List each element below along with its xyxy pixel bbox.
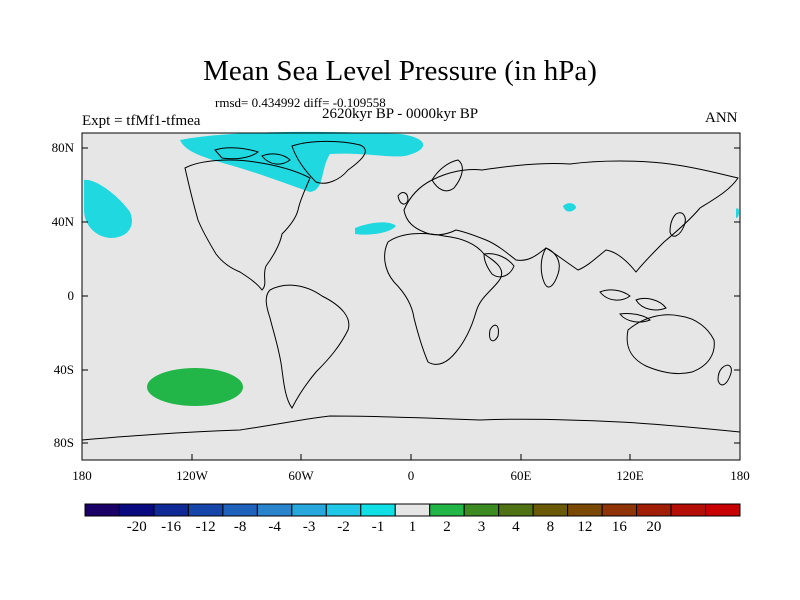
colorbar-label: 16 <box>611 519 627 535</box>
colorbar-swatch <box>498 503 534 517</box>
colorbar-swatch <box>325 503 362 517</box>
colorbar-swatch <box>705 503 741 517</box>
colorbar <box>84 503 741 517</box>
lon-label-120w: 120W <box>176 468 208 483</box>
colorbar-swatch <box>394 503 431 517</box>
lon-label-180e: 180 <box>730 468 750 483</box>
colorbar-swatch <box>360 503 396 517</box>
colorbar-swatch <box>256 503 293 517</box>
anomaly-patch-south-pacific <box>147 368 243 406</box>
colorbar-swatch <box>463 503 500 517</box>
colorbar-swatch <box>636 503 672 517</box>
map-title: Mean Sea Level Pressure (in hPa) <box>203 55 597 87</box>
period-label: 2620kyr BP - 0000kyr BP <box>322 106 479 122</box>
statistics-line: rmsd= 0.434992 diff= -0.109558 <box>215 95 386 110</box>
lat-label-80s: 80S <box>53 435 74 450</box>
anomaly-patch-east-edge <box>736 208 739 218</box>
coastline-antarctica <box>81 415 741 441</box>
lon-label-180w: 180 <box>72 468 92 483</box>
colorbar-label: -12 <box>195 519 216 535</box>
anomaly-patch-north-atlantic <box>355 222 396 235</box>
colorbar-label: 12 <box>577 519 593 535</box>
lon-label-60e: 60E <box>510 468 532 483</box>
coastline-british-isles <box>397 192 409 205</box>
coastline-scandinavia <box>431 159 463 192</box>
colorbar-label: 8 <box>546 519 555 535</box>
colorbar-label: -1 <box>371 519 385 535</box>
colorbar-label: -2 <box>337 519 350 535</box>
anomaly-patch-north-pacific <box>84 179 132 238</box>
experiment-label: Expt = tfMf1-tfmea <box>82 113 201 129</box>
colorbar-label: 2 <box>443 519 451 535</box>
colorbar-label: -8 <box>233 519 247 535</box>
coastline-madagascar <box>489 324 499 342</box>
colorbar-label: -16 <box>161 519 182 535</box>
lat-tick-marks <box>82 147 740 444</box>
anomaly-patch-asia <box>563 203 576 212</box>
coastline-se-asia-islands <box>599 289 667 323</box>
lon-label-60w: 60W <box>288 468 314 483</box>
colorbar-swatch <box>567 503 603 517</box>
colorbar-label: 3 <box>477 519 486 535</box>
colorbar-label: 1 <box>408 519 417 535</box>
coastline-north-america <box>184 159 311 291</box>
coastline-new-zealand <box>717 364 732 386</box>
colorbar-label: -4 <box>268 519 281 535</box>
colorbar-swatch <box>222 503 258 517</box>
lon-label-120e: 120E <box>616 468 644 483</box>
anomaly-patches <box>84 131 739 406</box>
coastline-australia <box>626 314 715 375</box>
lon-tick-marks <box>81 454 741 460</box>
coastline-greenland <box>291 140 366 184</box>
coastline-india <box>540 247 560 288</box>
season-label: ANN <box>705 110 738 126</box>
colorbar-label: 20 <box>646 519 662 535</box>
colorbar-swatch <box>84 503 120 517</box>
colorbar-swatch <box>532 503 569 517</box>
colorbar-swatch <box>601 503 638 517</box>
coastline-south-america <box>265 284 350 409</box>
coastline-japan <box>669 212 686 237</box>
coastline-eurasia <box>403 160 739 273</box>
lat-label-0: 0 <box>67 288 75 303</box>
lon-label-0: 0 <box>407 468 415 483</box>
lat-label-40n: 40N <box>51 214 74 229</box>
colorbar-label: 4 <box>512 519 520 535</box>
coastline-arctic-islands <box>214 147 291 165</box>
anomaly-patch-arctic <box>180 131 424 192</box>
colorbar-swatch <box>291 503 327 517</box>
coastlines <box>81 140 741 441</box>
colorbar-swatch <box>670 503 707 517</box>
colorbar-label: -20 <box>126 519 147 535</box>
colorbar-swatch <box>429 503 465 517</box>
lat-label-80n: 80N <box>51 140 74 155</box>
map-background <box>82 133 740 460</box>
colorbar-swatch <box>118 503 155 517</box>
coastline-arabia <box>483 253 515 278</box>
colorbar-swatch <box>187 503 224 517</box>
colorbar-label: -3 <box>302 519 316 535</box>
lat-label-40s: 40S <box>53 362 74 377</box>
colorbar-swatch <box>153 503 189 517</box>
coastline-africa <box>384 233 503 365</box>
